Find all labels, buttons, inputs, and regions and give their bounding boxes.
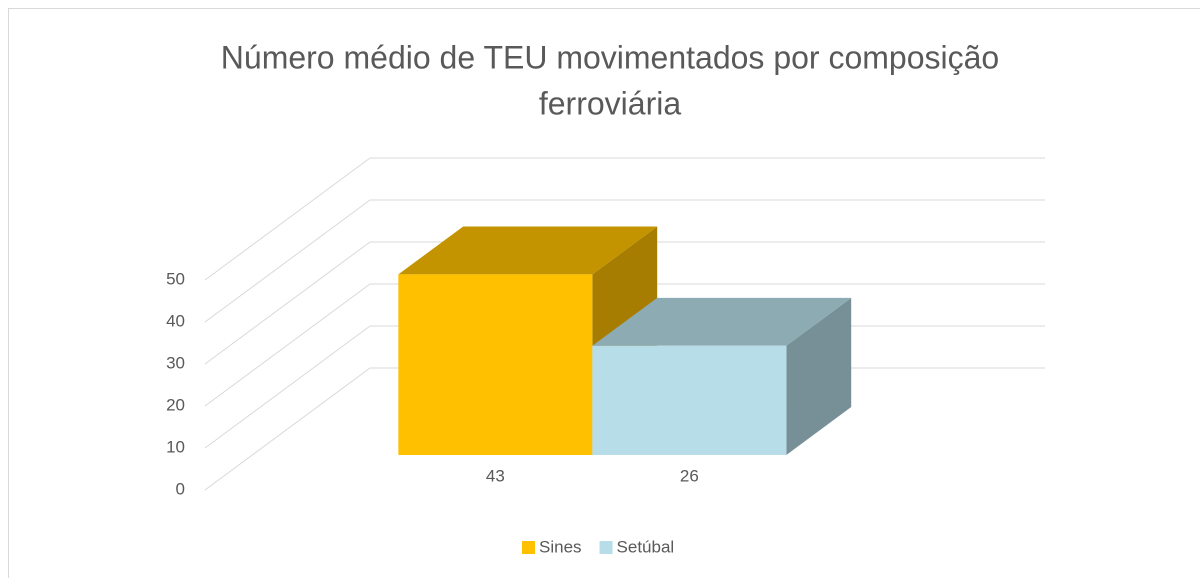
chart-title: Número médio de TEU movimentados por com… (221, 39, 999, 75)
y-tick-label: 30 (166, 353, 185, 372)
legend-label: Setúbal (617, 537, 675, 556)
bar-front (398, 274, 593, 455)
y-tick-label: 40 (166, 311, 185, 330)
legend-swatch (522, 541, 535, 554)
grid-line (204, 157, 371, 281)
grid-line (204, 199, 371, 323)
bar-front (592, 345, 787, 455)
y-tick-label: 20 (166, 395, 185, 414)
bar-top (398, 226, 658, 275)
data-label: 26 (680, 466, 699, 485)
grid-line (204, 325, 371, 449)
grid-line (204, 283, 371, 407)
data-label: 43 (486, 466, 505, 485)
chart-title: ferroviária (539, 85, 681, 121)
bar (592, 297, 852, 455)
y-tick-label: 0 (176, 479, 185, 498)
y-tick-label: 50 (166, 269, 185, 288)
legend-swatch (599, 541, 613, 554)
legend-label: Sines (539, 537, 582, 556)
grid-line (204, 241, 371, 365)
bar-side (786, 297, 852, 455)
y-tick-label: 10 (166, 437, 185, 456)
grid-line (204, 367, 371, 491)
bar-top (592, 297, 852, 346)
